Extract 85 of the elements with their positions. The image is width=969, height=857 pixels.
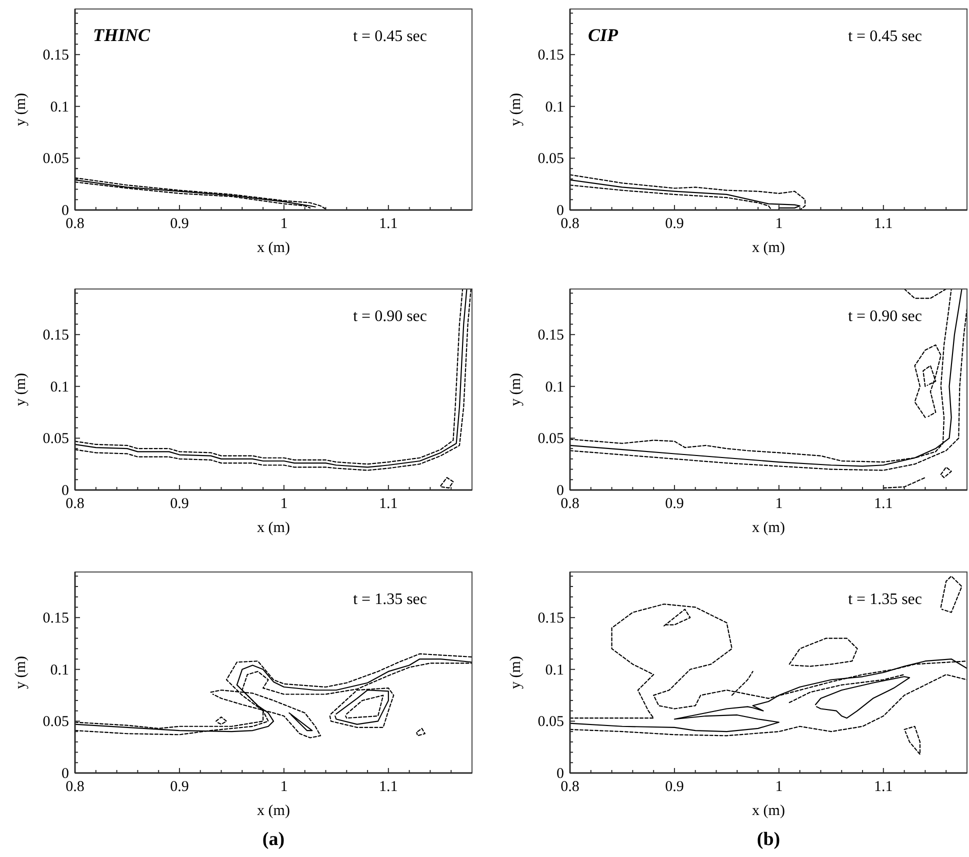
x-tick-label: 1 xyxy=(280,779,288,795)
x-tick-label: 0.8 xyxy=(66,496,84,512)
annotation: t = 0.45 sec xyxy=(848,28,922,45)
annotation: t = 0.90 sec xyxy=(848,308,922,325)
x-tick-label: 0.9 xyxy=(665,216,684,232)
y-tick-label: 0.05 xyxy=(538,151,564,168)
line-series xyxy=(570,174,806,210)
y-tick-label: 0.1 xyxy=(545,379,564,396)
line-series xyxy=(440,477,454,488)
y-tick-label: 0.15 xyxy=(538,610,564,627)
line-series xyxy=(570,674,967,736)
x-tick-label: 1 xyxy=(775,216,783,232)
y-tick-label: 0 xyxy=(556,203,564,219)
line-series xyxy=(215,716,228,725)
line-series xyxy=(329,687,394,728)
x-tick-label: 0.9 xyxy=(170,216,189,232)
x-tick-label: 0.9 xyxy=(665,496,684,512)
y-axis-title: y (m) xyxy=(508,373,524,406)
y-tick-label: 0.1 xyxy=(50,379,69,396)
x-tick-label: 1.1 xyxy=(874,496,893,512)
x-tick-label: 1 xyxy=(775,496,783,512)
y-tick-label: 0 xyxy=(62,766,69,782)
x-axis-title: x (m) xyxy=(257,240,290,256)
x-tick-label: 0.9 xyxy=(170,779,189,795)
x-axis-title: x (m) xyxy=(752,240,785,256)
y-axis-title: y (m) xyxy=(13,93,29,126)
text: CIP xyxy=(588,25,620,45)
line-series xyxy=(788,638,858,667)
x-axis-title: x (m) xyxy=(752,803,785,819)
y-tick-label: 0.05 xyxy=(42,431,69,448)
y-tick-label: 0 xyxy=(556,766,564,782)
annotation: t = 1.35 sec xyxy=(353,591,427,608)
x-tick-label: 0.9 xyxy=(170,496,189,512)
x-tick-label: 0.8 xyxy=(66,216,84,232)
x-tick-label: 0.8 xyxy=(560,496,580,512)
y-tick-label: 0 xyxy=(62,203,69,219)
line-series xyxy=(570,179,800,210)
y-axis-title: y (m) xyxy=(508,93,524,126)
line-series xyxy=(345,694,384,719)
x-tick-label: 0.8 xyxy=(560,779,580,795)
annotation: t = 0.90 sec xyxy=(353,308,427,325)
y-tick-label: 0 xyxy=(62,483,69,499)
y-tick-label: 0.15 xyxy=(538,328,564,344)
x-tick-label: 1.1 xyxy=(379,779,398,795)
text: THINC xyxy=(93,25,151,45)
line-series xyxy=(904,726,921,755)
x-tick-label: 0.8 xyxy=(560,216,580,232)
x-tick-label: 0.8 xyxy=(66,779,84,795)
y-tick-label: 0.1 xyxy=(50,662,69,678)
line-series xyxy=(663,608,691,626)
y-tick-label: 0.05 xyxy=(42,151,69,168)
y-axis-title: y (m) xyxy=(13,656,29,689)
y-tick-label: 0.05 xyxy=(42,714,69,730)
text: (b) xyxy=(756,829,780,850)
x-tick-label: 1.1 xyxy=(874,216,893,232)
x-tick-label: 1 xyxy=(775,779,783,795)
y-tick-label: 0.05 xyxy=(538,714,564,730)
x-axis-title: x (m) xyxy=(257,803,290,819)
line-series xyxy=(914,344,942,418)
y-tick-label: 0.15 xyxy=(538,48,564,64)
line-series xyxy=(940,466,952,478)
y-tick-label: 0 xyxy=(556,483,564,499)
x-axis-title: x (m) xyxy=(257,520,290,536)
x-axis-title: x (m) xyxy=(752,520,785,536)
y-tick-label: 0.05 xyxy=(538,431,564,448)
x-tick-label: 0.9 xyxy=(665,779,684,795)
line-series xyxy=(940,576,962,613)
y-tick-label: 0.1 xyxy=(545,99,564,116)
line-series xyxy=(416,728,426,736)
annotation: t = 0.45 sec xyxy=(353,28,427,45)
text: (a) xyxy=(262,829,285,850)
x-tick-label: 1.1 xyxy=(379,216,398,232)
x-tick-label: 1.1 xyxy=(874,779,893,795)
y-tick-label: 0.1 xyxy=(545,662,564,678)
x-tick-label: 1.1 xyxy=(379,496,398,512)
annotation: t = 1.35 sec xyxy=(848,591,922,608)
y-tick-label: 0.15 xyxy=(42,48,69,64)
y-tick-label: 0.15 xyxy=(42,328,69,344)
y-axis-title: y (m) xyxy=(13,373,29,406)
x-tick-label: 1 xyxy=(280,496,288,512)
y-axis-title: y (m) xyxy=(508,656,524,689)
y-tick-label: 0.15 xyxy=(42,610,69,627)
line-series xyxy=(922,365,936,387)
x-tick-label: 1 xyxy=(280,216,288,232)
y-tick-label: 0.1 xyxy=(50,99,69,116)
